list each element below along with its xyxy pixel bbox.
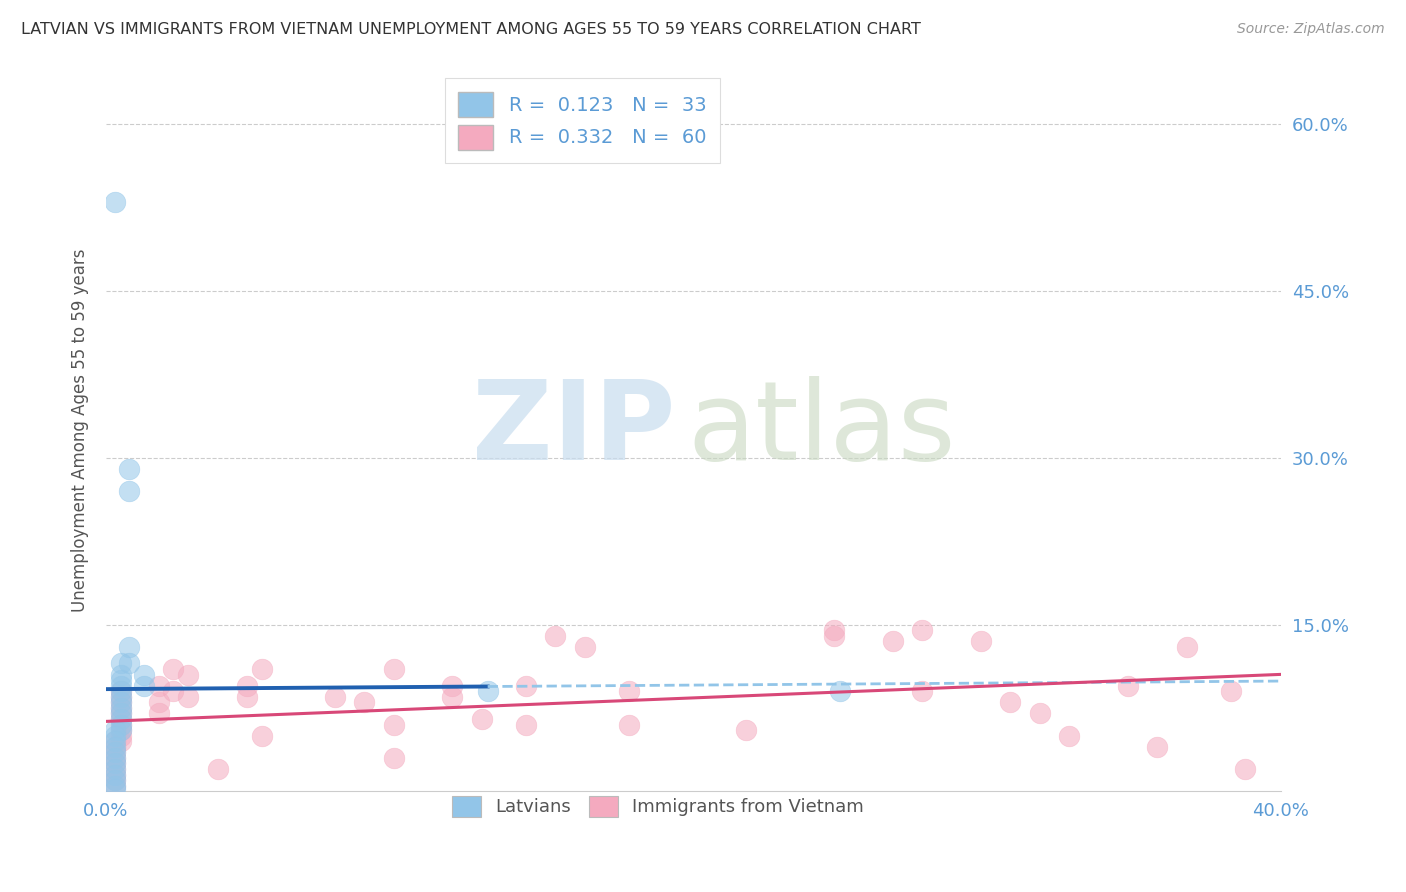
Point <box>207 762 229 776</box>
Point <box>911 623 934 637</box>
Point <box>1057 729 1080 743</box>
Point <box>104 779 127 793</box>
Point <box>236 690 259 704</box>
Point <box>177 667 200 681</box>
Point <box>970 634 993 648</box>
Point <box>617 684 640 698</box>
Point <box>110 723 132 738</box>
Point <box>104 194 127 209</box>
Point <box>1029 706 1052 721</box>
Point <box>471 712 494 726</box>
Point <box>118 484 141 499</box>
Point <box>250 729 273 743</box>
Point <box>110 734 132 748</box>
Point <box>104 729 127 743</box>
Point <box>104 734 127 748</box>
Point <box>574 640 596 654</box>
Point <box>1175 640 1198 654</box>
Point <box>1234 762 1257 776</box>
Point <box>104 767 127 781</box>
Point <box>441 679 464 693</box>
Point <box>110 690 132 704</box>
Point <box>236 679 259 693</box>
Point <box>104 756 127 771</box>
Point <box>110 706 132 721</box>
Point <box>515 717 537 731</box>
Point <box>544 629 567 643</box>
Point <box>104 751 127 765</box>
Point <box>110 723 132 738</box>
Point <box>882 634 904 648</box>
Legend: Latvians, Immigrants from Vietnam: Latvians, Immigrants from Vietnam <box>443 787 873 826</box>
Point <box>104 782 127 797</box>
Point <box>382 717 405 731</box>
Point <box>353 695 375 709</box>
Point <box>104 745 127 759</box>
Point <box>110 706 132 721</box>
Point <box>1219 684 1241 698</box>
Y-axis label: Unemployment Among Ages 55 to 59 years: Unemployment Among Ages 55 to 59 years <box>72 248 89 612</box>
Point <box>441 690 464 704</box>
Text: Source: ZipAtlas.com: Source: ZipAtlas.com <box>1237 22 1385 37</box>
Text: LATVIAN VS IMMIGRANTS FROM VIETNAM UNEMPLOYMENT AMONG AGES 55 TO 59 YEARS CORREL: LATVIAN VS IMMIGRANTS FROM VIETNAM UNEMP… <box>21 22 921 37</box>
Point <box>104 734 127 748</box>
Text: ZIP: ZIP <box>472 376 676 483</box>
Point <box>250 662 273 676</box>
Point <box>735 723 758 738</box>
Point <box>110 701 132 715</box>
Point <box>104 739 127 754</box>
Point <box>110 684 132 698</box>
Point <box>148 706 170 721</box>
Point <box>132 667 155 681</box>
Point <box>110 712 132 726</box>
Point <box>162 662 184 676</box>
Point <box>823 629 845 643</box>
Point <box>132 679 155 693</box>
Point <box>911 684 934 698</box>
Point <box>617 717 640 731</box>
Point <box>162 684 184 698</box>
Point <box>110 679 132 693</box>
Point <box>104 751 127 765</box>
Point <box>104 723 127 738</box>
Point <box>104 762 127 776</box>
Point <box>104 767 127 781</box>
Point <box>110 712 132 726</box>
Point <box>1000 695 1022 709</box>
Point <box>110 701 132 715</box>
Point <box>477 684 499 698</box>
Point <box>110 717 132 731</box>
Point <box>382 662 405 676</box>
Point <box>110 695 132 709</box>
Point <box>104 739 127 754</box>
Point <box>515 679 537 693</box>
Point <box>104 745 127 759</box>
Point <box>110 690 132 704</box>
Point <box>177 690 200 704</box>
Point <box>828 684 851 698</box>
Text: atlas: atlas <box>688 376 956 483</box>
Point <box>110 657 132 671</box>
Point <box>110 667 132 681</box>
Point <box>104 779 127 793</box>
Point <box>1146 739 1168 754</box>
Point <box>110 684 132 698</box>
Point <box>1116 679 1139 693</box>
Point <box>104 762 127 776</box>
Point <box>104 773 127 788</box>
Point <box>110 729 132 743</box>
Point <box>823 623 845 637</box>
Point <box>118 657 141 671</box>
Point <box>118 462 141 476</box>
Point <box>323 690 346 704</box>
Point <box>148 695 170 709</box>
Point <box>110 717 132 731</box>
Point <box>382 751 405 765</box>
Point <box>110 695 132 709</box>
Point <box>104 756 127 771</box>
Point <box>104 773 127 788</box>
Point <box>118 640 141 654</box>
Point <box>148 679 170 693</box>
Point <box>110 673 132 687</box>
